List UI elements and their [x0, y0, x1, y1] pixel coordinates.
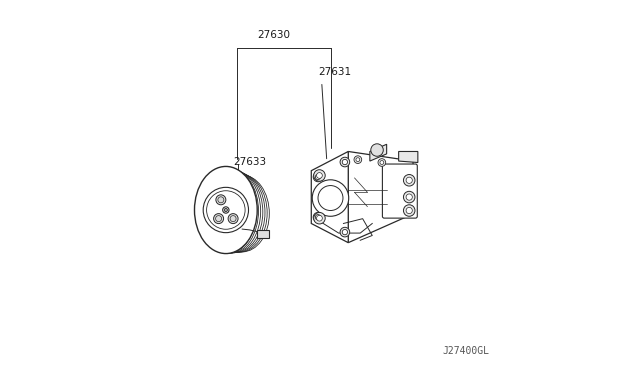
- Ellipse shape: [195, 166, 257, 254]
- Circle shape: [342, 159, 348, 165]
- Circle shape: [313, 212, 323, 222]
- Circle shape: [317, 215, 323, 221]
- Circle shape: [223, 207, 229, 213]
- Text: J27400GL: J27400GL: [443, 346, 490, 356]
- Circle shape: [314, 212, 325, 224]
- Circle shape: [403, 205, 415, 216]
- Polygon shape: [370, 144, 387, 161]
- Circle shape: [380, 161, 384, 164]
- FancyBboxPatch shape: [382, 164, 417, 218]
- Circle shape: [371, 144, 383, 156]
- Circle shape: [214, 214, 223, 224]
- Circle shape: [403, 191, 415, 203]
- Circle shape: [316, 215, 321, 220]
- Circle shape: [318, 186, 343, 211]
- Circle shape: [314, 170, 325, 181]
- Circle shape: [403, 174, 415, 186]
- Circle shape: [216, 195, 226, 205]
- Text: 27633: 27633: [233, 157, 266, 167]
- Text: 27631: 27631: [318, 67, 351, 77]
- Circle shape: [356, 158, 360, 161]
- Circle shape: [340, 157, 349, 167]
- Circle shape: [312, 180, 349, 216]
- Circle shape: [317, 173, 323, 178]
- Circle shape: [406, 194, 412, 200]
- Circle shape: [340, 227, 349, 237]
- Polygon shape: [348, 151, 413, 243]
- Circle shape: [228, 214, 238, 224]
- Circle shape: [316, 174, 321, 180]
- Circle shape: [342, 230, 348, 235]
- Text: 27630: 27630: [257, 30, 291, 40]
- Circle shape: [354, 156, 362, 163]
- Polygon shape: [399, 151, 418, 163]
- Bar: [257, 230, 269, 238]
- Polygon shape: [311, 151, 348, 243]
- Circle shape: [406, 208, 412, 214]
- Circle shape: [406, 177, 412, 183]
- Circle shape: [313, 172, 323, 182]
- Circle shape: [224, 208, 227, 212]
- Circle shape: [378, 159, 386, 166]
- Circle shape: [203, 187, 248, 232]
